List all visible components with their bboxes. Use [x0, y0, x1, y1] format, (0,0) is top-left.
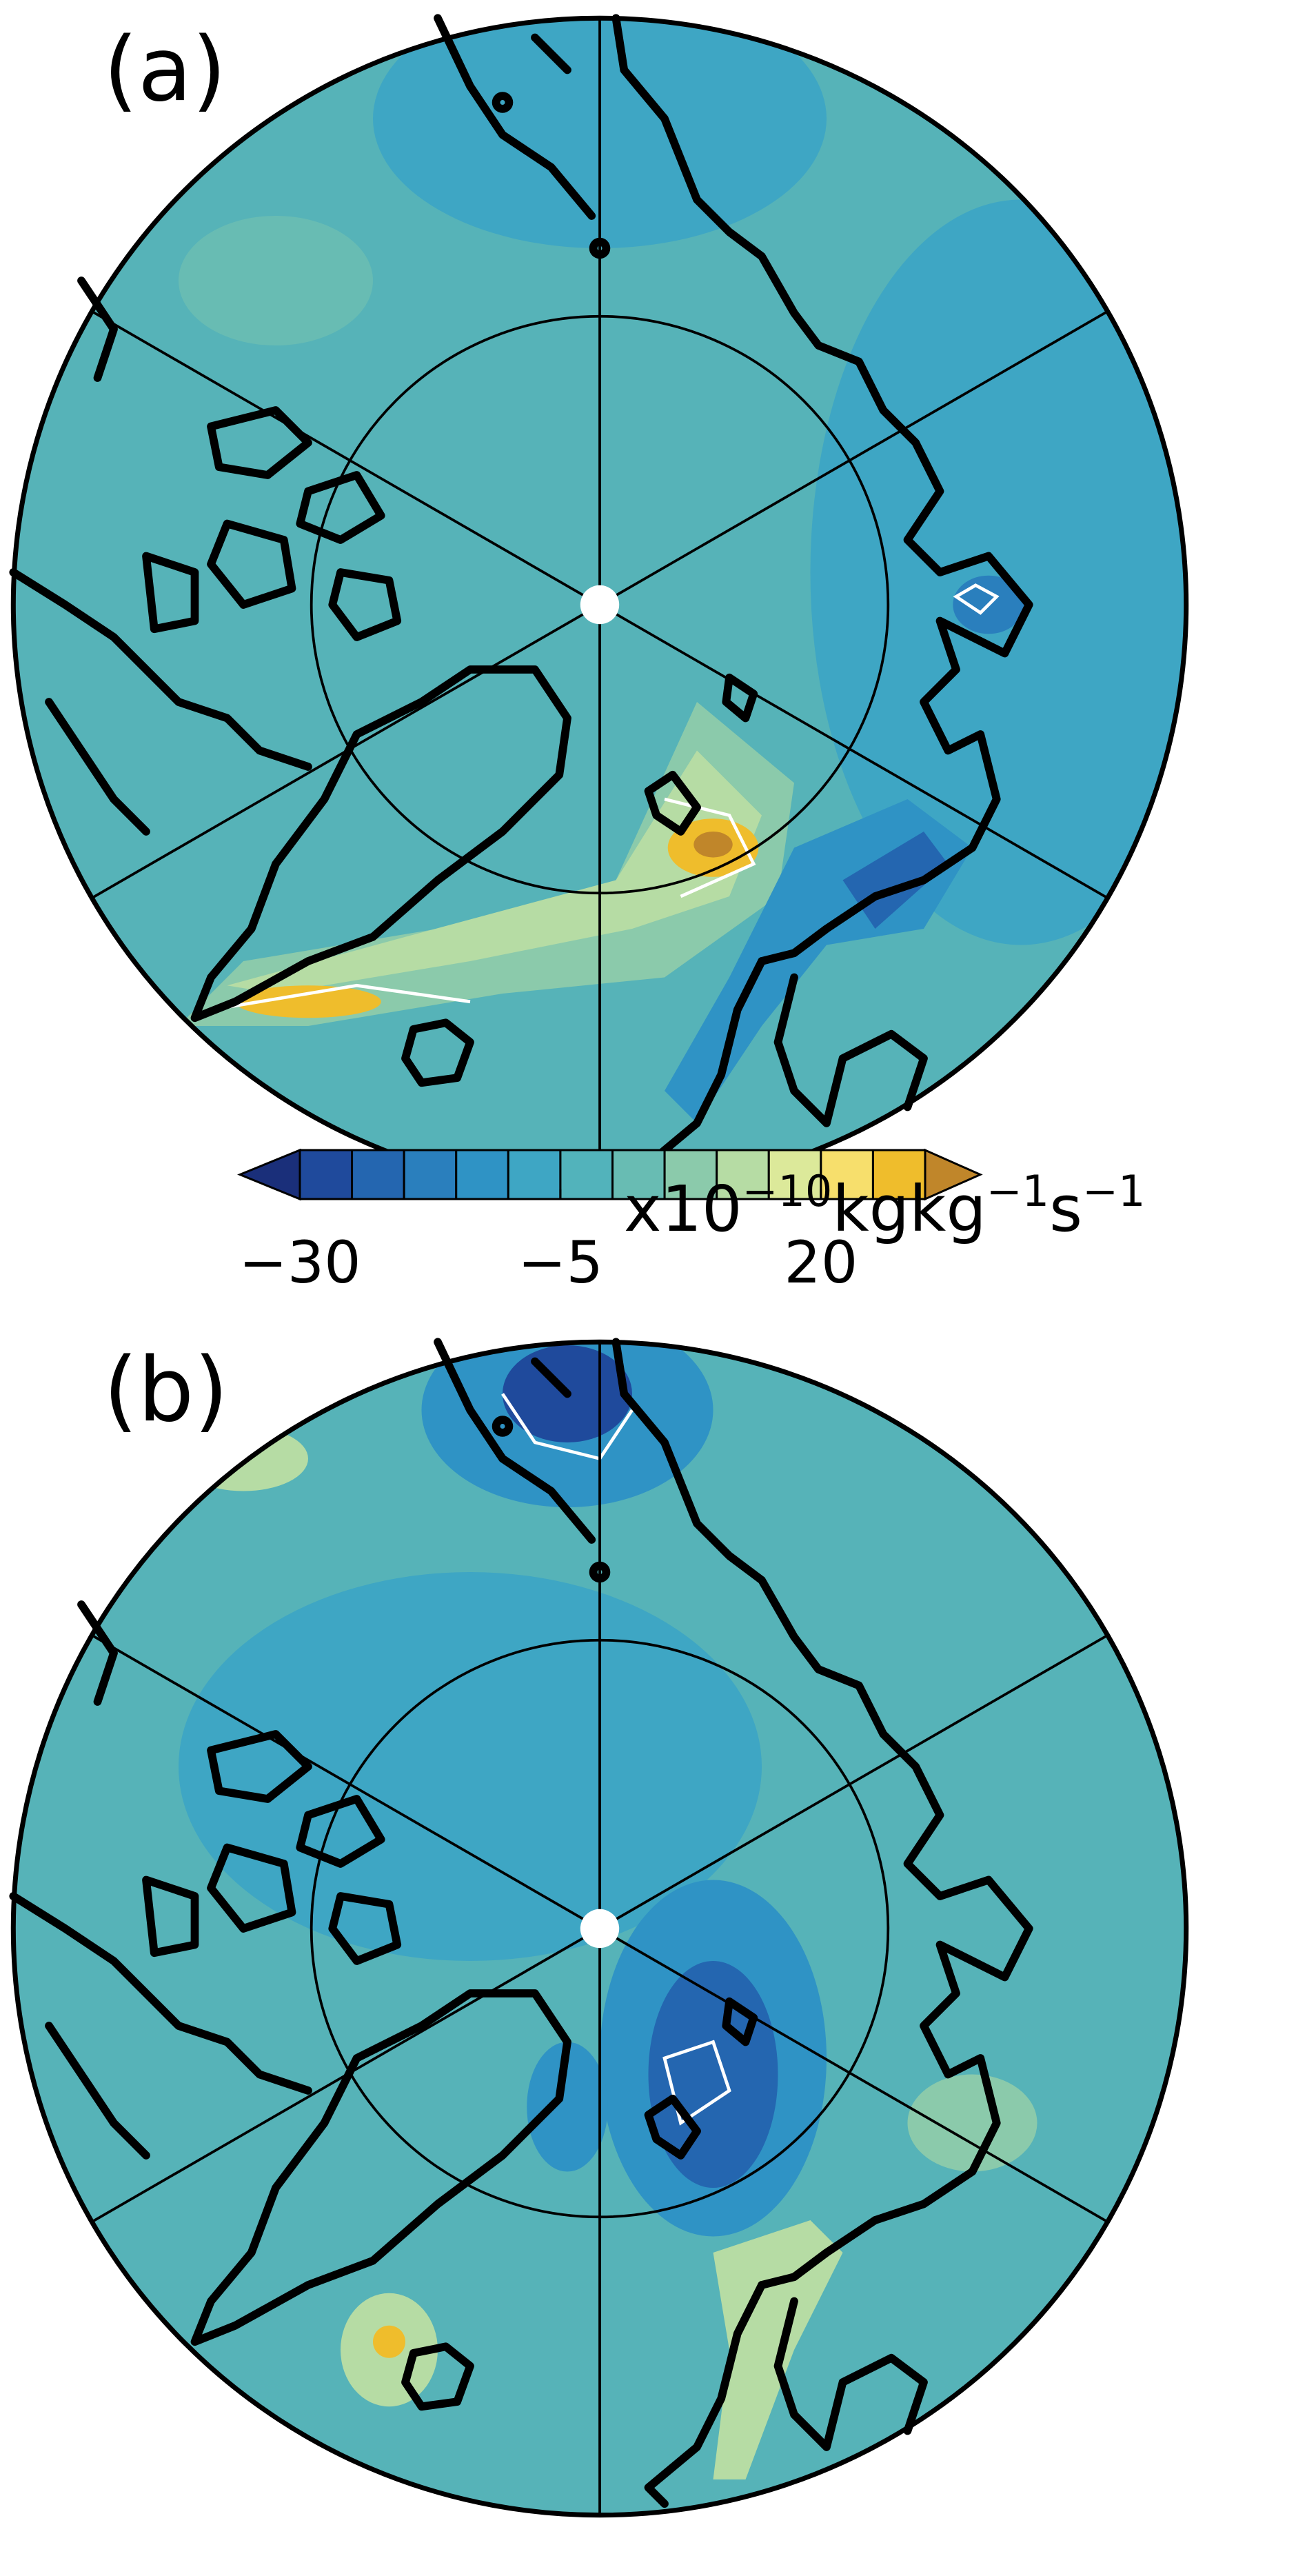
colorbar-box — [351, 1149, 405, 1200]
panel-label: (a) — [103, 19, 226, 121]
colorbar-tick-label: −30 — [239, 1229, 361, 1296]
unit-exp: −1 — [1082, 1166, 1145, 1216]
colorbar: −30 −5 20 — [237, 1148, 983, 1296]
colorbar-box — [663, 1149, 718, 1200]
colorbar-box — [871, 1149, 927, 1200]
unit-exp: −1 — [986, 1166, 1049, 1216]
panel-label: (b) — [103, 1339, 228, 1442]
colorbar-box — [298, 1149, 354, 1200]
colorbar-box — [403, 1149, 458, 1200]
colorbar-box — [559, 1149, 614, 1200]
colorbar-box — [507, 1149, 562, 1200]
unit-part: s — [1049, 1172, 1082, 1246]
colorbar-box — [767, 1149, 822, 1200]
colorbar-arrow — [924, 1148, 983, 1201]
map-a — [13, 0, 1231, 1191]
colorbar-tick-label: −5 — [518, 1229, 603, 1296]
colorbar-unit: x10−10kgkg−1s−1 — [624, 1166, 1145, 1246]
unit-part: x10 — [624, 1172, 742, 1246]
colorbar-arrow — [237, 1148, 301, 1201]
colorbar-box — [455, 1149, 509, 1200]
colorbar-box — [820, 1149, 874, 1200]
unit-part: kgkg — [832, 1172, 986, 1246]
map-b — [13, 1313, 1186, 2515]
colorbar-tick-label: 20 — [784, 1229, 858, 1296]
unit-exp: −10 — [742, 1166, 833, 1216]
colorbar-box — [611, 1149, 666, 1200]
